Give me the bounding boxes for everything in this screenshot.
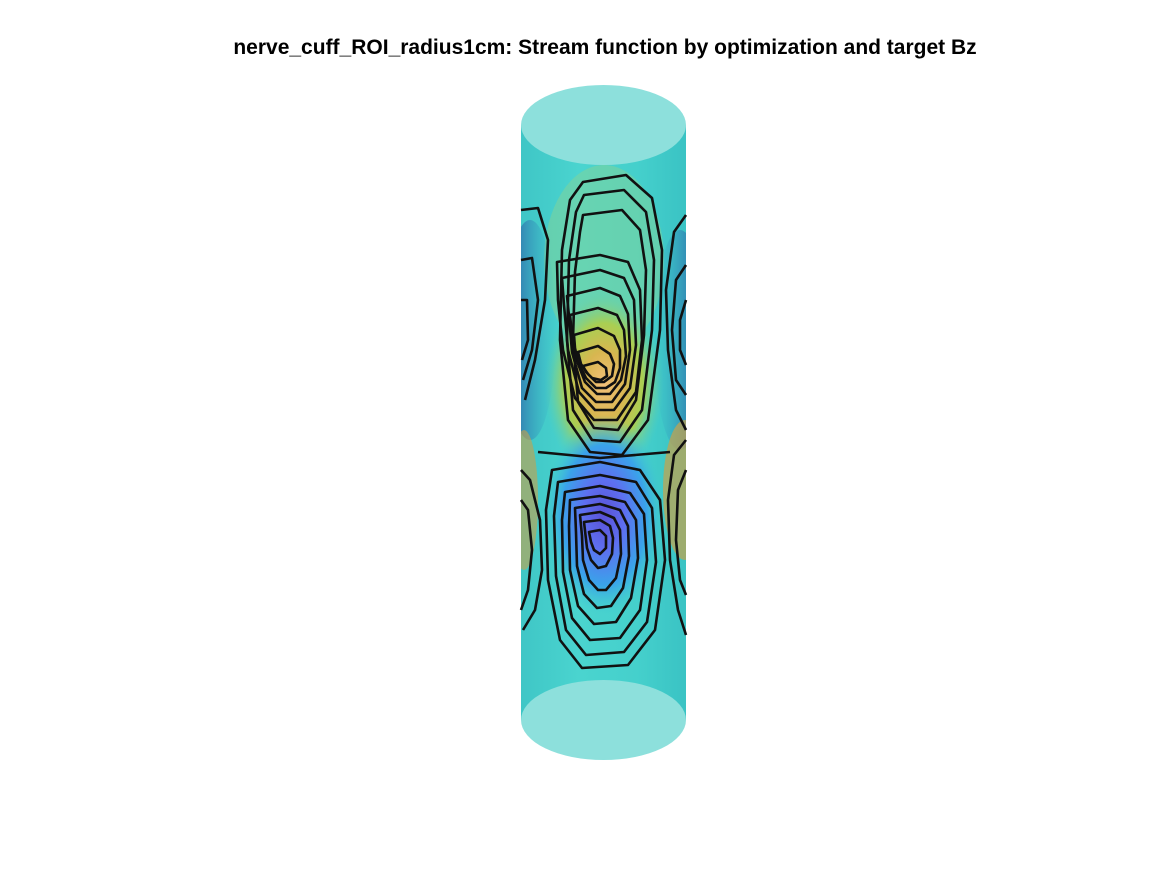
figure-title: nerve_cuff_ROI_radius1cm: Stream functio… <box>233 36 977 59</box>
contour-lines <box>519 173 688 670</box>
top-cap <box>521 85 686 165</box>
bottom-cap <box>521 680 686 760</box>
